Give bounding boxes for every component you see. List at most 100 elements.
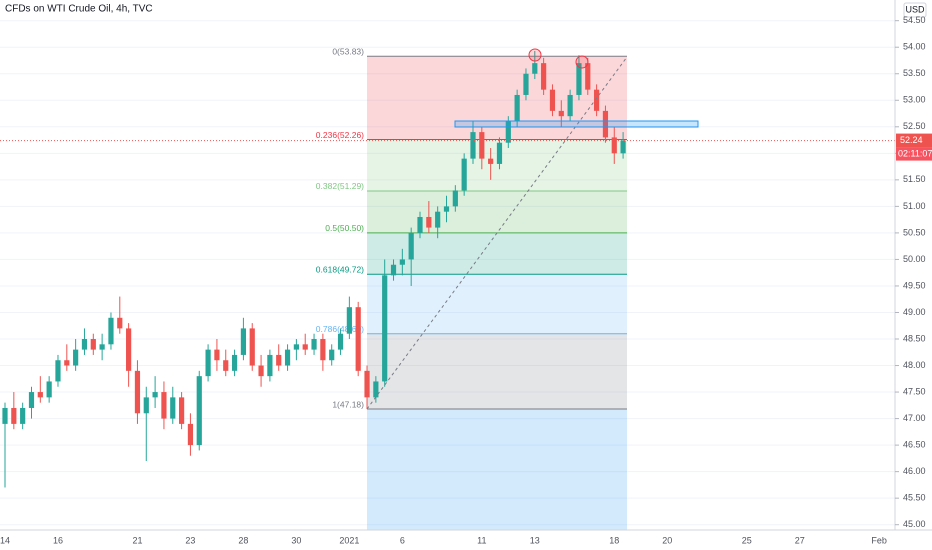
chart-title: CFDs on WTI Crude Oil, 4h, TVC [5, 4, 153, 15]
candle-body [576, 63, 582, 95]
candle-body [187, 423, 194, 446]
candle-body [108, 317, 114, 345]
candle-body [143, 397, 149, 414]
candle-body [602, 110, 609, 138]
candle-body [293, 344, 299, 350]
countdown-label: 02:11:07 [898, 148, 932, 158]
currency-box [903, 2, 927, 18]
candle-body [337, 333, 344, 350]
candle-body [240, 328, 247, 355]
x-tick-label: 2021 [339, 535, 359, 545]
y-tick-label: 49.00 [903, 307, 926, 317]
y-tick-label: 48.50 [903, 333, 926, 343]
currency: USD [905, 4, 925, 14]
x-tick-label: Feb [871, 535, 887, 545]
y-tick-label: 51.50 [903, 174, 926, 184]
x-tick-label: 14 [0, 535, 10, 545]
y-tick-label: 51.00 [903, 201, 926, 211]
candle-body [64, 360, 70, 366]
candle-body [620, 140, 626, 154]
candle-body [170, 397, 176, 419]
y-tick-label: 46.00 [903, 466, 926, 476]
candle-body [90, 339, 96, 350]
x-tick-label: 27 [795, 535, 805, 545]
fib-label: 0.786(48.60) [316, 324, 364, 334]
candle-body [382, 275, 388, 382]
candle-body [364, 370, 370, 398]
fib-zone [367, 274, 627, 334]
candle-body [161, 392, 167, 419]
candle-body [399, 259, 405, 265]
fib-label: 0.382(51.29) [316, 181, 364, 191]
x-tick-label: 16 [53, 535, 63, 545]
top-marker [528, 48, 542, 62]
candle-body [81, 339, 88, 350]
x-tick-label: 6 [400, 535, 405, 545]
y-tick-label: 45.50 [903, 493, 926, 503]
y-tick-label: 48.00 [903, 360, 926, 370]
candle-body [249, 328, 255, 366]
candle-body [126, 328, 132, 371]
fib-label: 0(53.83) [332, 46, 364, 56]
candle-body [311, 339, 317, 350]
candle-body [461, 158, 467, 191]
candle-body [505, 121, 511, 143]
top-marker [575, 55, 589, 69]
candle-body [417, 216, 423, 233]
candle-body [55, 360, 61, 382]
axes: 45.00 45.50 46.00 46.50 47.00 47.50 48.00 48.50… [0, 15, 932, 545]
candle-body [488, 158, 494, 164]
candle-body [390, 264, 397, 276]
candle-body [549, 89, 556, 111]
fib-zone [367, 190, 627, 233]
candle-body [73, 349, 79, 366]
fib-label: 0.236(52.26) [316, 130, 364, 140]
candle-body [594, 89, 600, 111]
candle-body [435, 211, 441, 228]
trend-line [366, 56, 628, 410]
y-tick-label: 47.50 [903, 386, 926, 396]
candle-body [99, 344, 105, 350]
countdown-tag [896, 147, 932, 161]
fib-label: 0.618(49.72) [316, 265, 364, 275]
candle-body [302, 344, 308, 350]
candle-body [558, 110, 564, 117]
x-tick-label: 11 [477, 535, 486, 545]
y-tick-label: 52.50 [903, 121, 926, 131]
grid [0, 20, 895, 526]
y-tick-label: 50.00 [903, 254, 926, 264]
y-tick-label: 54.00 [903, 42, 926, 52]
x-tick-label: 13 [530, 535, 540, 545]
candle-body [426, 216, 432, 228]
candle-body [179, 397, 185, 424]
candle-body [541, 63, 547, 90]
y-tick-label: 50.50 [903, 227, 926, 237]
candle-body [11, 407, 17, 424]
x-tick-label: 21 [132, 535, 142, 545]
x-tick-label: 23 [185, 535, 195, 545]
y-tick-label: 53.00 [903, 95, 926, 105]
candle-body [196, 376, 202, 446]
y-tick-label: 49.50 [903, 280, 926, 290]
candle-body [355, 307, 361, 371]
candle-body [346, 307, 352, 334]
candle-body [28, 392, 35, 408]
x-tick-label: 28 [238, 535, 248, 545]
candles [0, 50, 895, 488]
fib-label: 0.5(50.50) [325, 223, 364, 233]
last-price-tag [896, 133, 932, 148]
candle-body [276, 354, 282, 366]
y-tick-label: 45.00 [903, 519, 926, 529]
candle-body [443, 206, 450, 212]
candle-body [452, 190, 458, 207]
drawings [366, 48, 699, 410]
candle-body [567, 94, 573, 117]
resistance-box [454, 120, 699, 128]
candle-body [479, 132, 485, 159]
candle-body [532, 63, 538, 74]
y-tick-label: 46.50 [903, 439, 926, 449]
candle-body [20, 407, 26, 424]
